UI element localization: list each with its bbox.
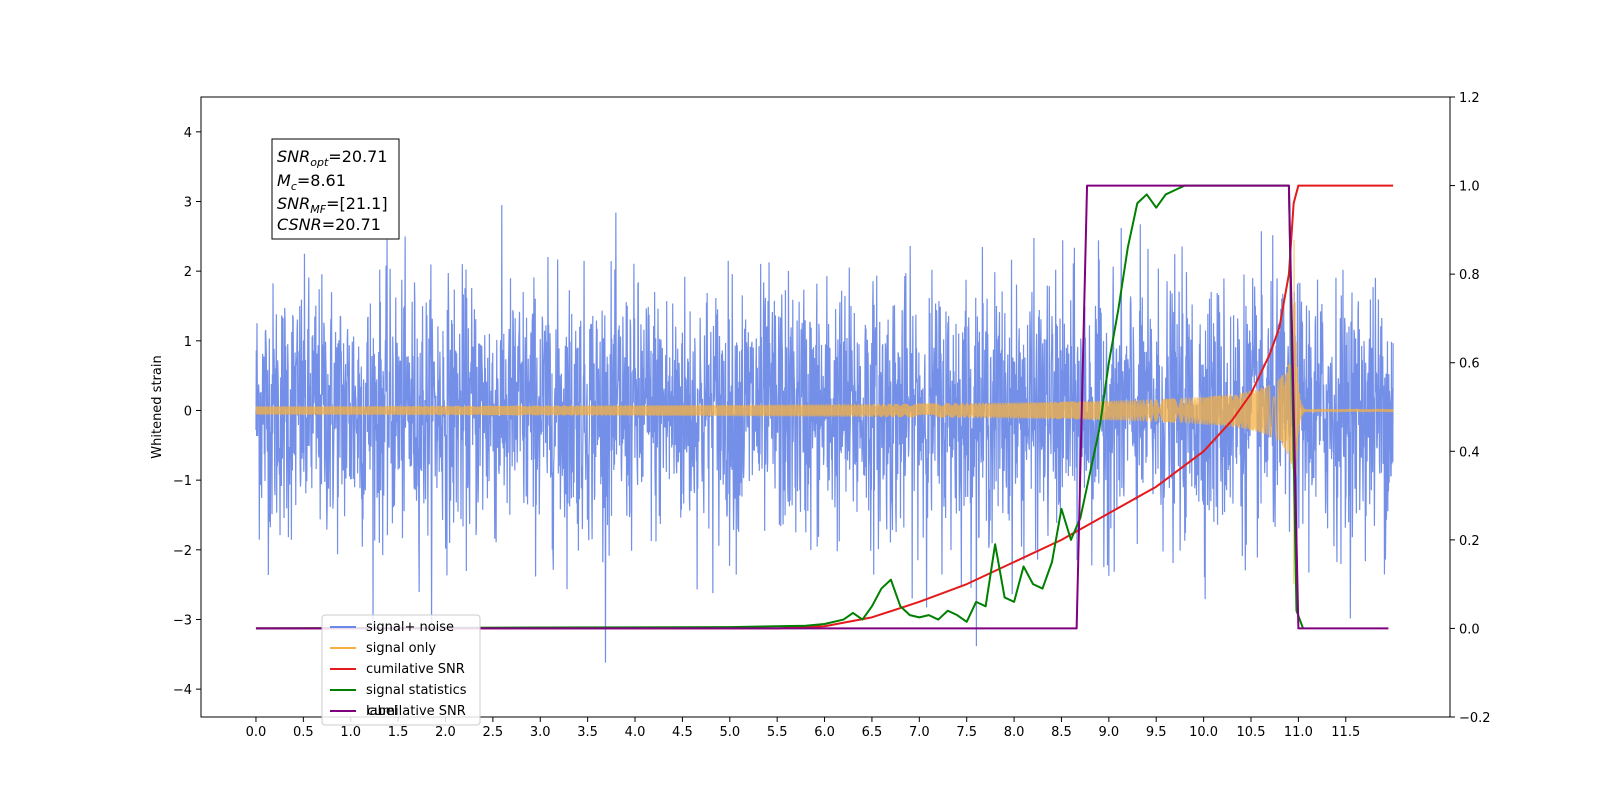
x-tick-label: 7.0: [909, 725, 930, 740]
series-cumulative-snr-line: [255, 184, 1394, 630]
x-tick-label: 9.0: [1099, 725, 1120, 740]
y-right-tick-label: 1.0: [1459, 180, 1480, 195]
x-tick-label: 10.5: [1237, 725, 1266, 740]
y-left-tick-label: 3: [184, 195, 192, 210]
y-left-tick-label: 0: [184, 404, 192, 419]
legend-label: signal+ noise: [366, 620, 454, 635]
x-axis: 0.0 0.5 1.0 1.5 2.0 2.5 3.0 3.5 4.0 4.5 5.0 5.5 6.0 6…: [246, 717, 1360, 740]
x-tick-label: 8.5: [1051, 725, 1072, 740]
plot-frame: [200, 96, 1451, 718]
y-left-tick-label: 4: [184, 126, 192, 141]
y-right-tick-label: 0.2: [1459, 534, 1480, 549]
legend-ghost-label: cumilative SNR: [367, 704, 466, 719]
x-tick-label: 6.5: [862, 725, 883, 740]
y-left-tick-label: 2: [184, 265, 192, 280]
x-tick-label: 2.5: [483, 725, 504, 740]
legend-label: signal only: [366, 641, 436, 656]
x-tick-label: 5.0: [719, 725, 740, 740]
y-left-tick-label: −1: [173, 474, 192, 489]
legend: cumilative SNR signal+ noise signal only…: [321, 614, 481, 726]
x-tick-label: 3.5: [577, 725, 598, 740]
legend-item-label: label: [330, 704, 397, 719]
x-tick-label: 0.0: [246, 725, 267, 740]
x-tick-label: 6.0: [814, 725, 835, 740]
annotation-box: SNRopt=20.71 Mc=8.61 SNRMF=[21.1] CSNR=2…: [271, 138, 400, 240]
annotation-chirp-mass: Mc=8.61: [277, 171, 346, 193]
series-signal-statistics-line: [255, 184, 1305, 630]
x-tick-label: 2.0: [435, 725, 456, 740]
y-right-tick-label: 0.8: [1459, 268, 1480, 283]
annotation-csnr: CSNR=20.71: [277, 215, 381, 234]
y-axis-left: −4 −3 −2 −1 0 1 2 3 4: [173, 126, 201, 698]
x-tick-label: 1.0: [340, 725, 361, 740]
x-tick-label: 7.5: [956, 725, 977, 740]
x-tick-label: 4.5: [672, 725, 693, 740]
legend-item-signal-statistics: signal statistics: [330, 683, 467, 698]
series-label-line: [255, 184, 1389, 630]
legend-item-cumulative-snr: cumilative SNR: [330, 662, 465, 677]
x-tick-label: 4.0: [625, 725, 646, 740]
x-tick-label: 8.0: [1004, 725, 1025, 740]
legend-item-signal-only: signal only: [330, 641, 436, 656]
series-signal-noise-line: [255, 205, 1394, 663]
y-right-tick-label: −0.2: [1459, 711, 1491, 726]
annotation-snr-mf: SNRMF=[21.1]: [277, 194, 388, 216]
legend-label: signal statistics: [366, 683, 467, 698]
x-tick-label: 9.5: [1146, 725, 1167, 740]
y-left-tick-label: −3: [173, 613, 192, 628]
x-tick-label: 5.5: [767, 725, 788, 740]
x-tick-label: 11.0: [1284, 725, 1313, 740]
y-left-tick-label: 1: [184, 335, 192, 350]
y-left-tick-label: −4: [173, 683, 192, 698]
y-left-tick-label: −2: [173, 544, 192, 559]
annotation-snr-opt: SNRopt=20.71: [277, 147, 388, 169]
y-right-tick-label: 1.2: [1459, 91, 1480, 106]
legend-item-signal-noise: signal+ noise: [330, 620, 454, 635]
x-tick-label: 10.0: [1189, 725, 1218, 740]
y-right-tick-label: 0.4: [1459, 445, 1480, 460]
x-tick-label: 11.5: [1331, 725, 1360, 740]
y-right-tick-label: 0.6: [1459, 357, 1480, 372]
x-tick-label: 3.0: [530, 725, 551, 740]
series-signal-only-line: [255, 239, 1394, 585]
series-layer: [255, 184, 1394, 663]
x-tick-label: 1.5: [388, 725, 409, 740]
y-axis-left-label: Whitened strain: [150, 355, 165, 458]
x-tick-label: 0.5: [293, 725, 314, 740]
legend-label: label: [366, 704, 397, 719]
y-axis-right: −0.2 0.0 0.2 0.4 0.6 0.8 1.0 1.2: [1450, 91, 1491, 726]
y-right-tick-label: 0.0: [1459, 622, 1480, 637]
legend-label: cumilative SNR: [366, 662, 465, 677]
